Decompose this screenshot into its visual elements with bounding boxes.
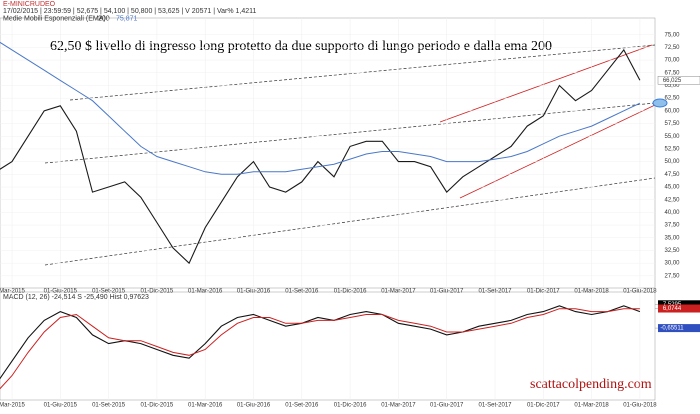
red-channel bbox=[439, 44, 656, 199]
watermark: scattacolpending.com bbox=[530, 377, 652, 392]
indicator-params: 200 bbox=[98, 15, 110, 22]
x-tick-label: 01-Giu-2016 bbox=[237, 289, 271, 295]
ema-line bbox=[0, 41, 641, 175]
x-tick-label: 01-Giu-2017 bbox=[430, 403, 464, 409]
y-tick-box bbox=[658, 304, 700, 313]
macd-line bbox=[0, 305, 641, 380]
red-upper-line bbox=[439, 44, 653, 123]
y-tick-label: 35,00 bbox=[664, 235, 680, 241]
x-tick-label: 01-Mar-2017 bbox=[381, 403, 416, 409]
x-tick-label: 01-Mar-2017 bbox=[381, 289, 416, 295]
y-tick-label: 6,0744 bbox=[663, 306, 682, 312]
x-tick-label: 01-Set-2017 bbox=[478, 403, 512, 409]
y-tick-label: 70,00 bbox=[664, 58, 680, 64]
quote-info: 17/02/2015 | 23:59:59 | 52,675 | 54,100 … bbox=[3, 8, 256, 15]
last-price-label: 66,025 bbox=[663, 78, 682, 84]
symbol: E-MINICRUDEO bbox=[3, 1, 56, 8]
x-tick-label: 01-Set-2016 bbox=[285, 403, 319, 409]
y-tick-label: 40,00 bbox=[664, 210, 680, 216]
macd-info: MACD (12, 26) -24,514 S -25,490 Hist 0,9… bbox=[3, 294, 149, 301]
y-tick-label: 50,00 bbox=[664, 159, 680, 165]
y-tick-label: 65,00 bbox=[664, 83, 680, 89]
y-tick-label: 37,50 bbox=[664, 223, 680, 229]
y-tick-label: 60,00 bbox=[664, 108, 680, 114]
y-tick-label: 55,00 bbox=[664, 134, 680, 140]
x-tick-label: 01-Dic-2016 bbox=[334, 289, 367, 295]
y-tick-label: 30,00 bbox=[664, 261, 680, 267]
y-tick-label: 75,00 bbox=[664, 32, 680, 38]
macd-line bbox=[0, 308, 640, 390]
price-line bbox=[0, 48, 641, 265]
x-tick-label: 01-Giu-2015 bbox=[44, 403, 78, 409]
x-tick-label: 01-Dic-2015 bbox=[141, 289, 174, 295]
x-tick-label: 01-Dic-2016 bbox=[334, 403, 367, 409]
y-tick-label: 52,50 bbox=[664, 147, 680, 153]
x-tick-label: 01-Set-2015 bbox=[92, 289, 126, 295]
x-tick-label: 01-Giu-2018 bbox=[623, 403, 657, 409]
x-tick-label: 01-Giu-2016 bbox=[237, 403, 271, 409]
x-tick-label: 01-Mar-2016 bbox=[188, 289, 223, 295]
x-tick-label: 01-Giu-2015 bbox=[44, 289, 78, 295]
annotation: 62,50 $ livello di ingresso long protett… bbox=[50, 39, 552, 54]
y-tick-label: 47,50 bbox=[664, 172, 680, 178]
x-tick-label: 01-Mar-2018 bbox=[574, 403, 609, 409]
y-tick-box bbox=[658, 324, 700, 333]
x-tick-label: 01-Dic-2015 bbox=[141, 403, 174, 409]
x-tick-label: 01-Set-2015 bbox=[92, 403, 126, 409]
y-tick-box bbox=[658, 300, 700, 309]
y-tick-label: -0,65511 bbox=[660, 326, 684, 332]
upper-channel bbox=[69, 44, 656, 101]
last-price-box bbox=[657, 76, 700, 85]
entry-marker bbox=[652, 98, 668, 108]
x-tick-label: 01-Dic-2017 bbox=[527, 289, 560, 295]
y-tick-label: 62,50 bbox=[664, 96, 680, 102]
x-tick-label: 01-Giu-2018 bbox=[623, 289, 657, 295]
price-panel bbox=[0, 17, 656, 289]
x-tick-label: Mar-2015 bbox=[0, 289, 25, 295]
x-tick-label: Mar-2015 bbox=[0, 403, 25, 409]
red-lower-line bbox=[459, 104, 656, 199]
y-tick-label: 57,50 bbox=[664, 121, 680, 127]
indicator-value: 75,871 bbox=[116, 15, 138, 22]
macd-panel bbox=[0, 291, 656, 401]
x-tick-label: 01-Giu-2017 bbox=[430, 289, 464, 295]
y-tick-label: 42,50 bbox=[664, 197, 680, 203]
x-tick-label: 01-Mar-2016 bbox=[188, 403, 223, 409]
x-tick-label: 01-Mar-2018 bbox=[574, 289, 609, 295]
y-tick-label: 72,50 bbox=[664, 45, 680, 51]
x-tick-label: 01-Set-2017 bbox=[478, 289, 512, 295]
y-tick-label: 27,50 bbox=[664, 273, 680, 279]
y-tick-label: 67,50 bbox=[664, 70, 680, 76]
y-tick-label: 45,00 bbox=[664, 185, 680, 191]
x-tick-label: 01-Set-2016 bbox=[285, 289, 319, 295]
x-tick-label: 01-Dic-2017 bbox=[527, 403, 560, 409]
indicator-name: Medie Mobili Esponenziali (EMA) bbox=[3, 15, 106, 22]
y-tick-label: 32,50 bbox=[664, 248, 680, 254]
